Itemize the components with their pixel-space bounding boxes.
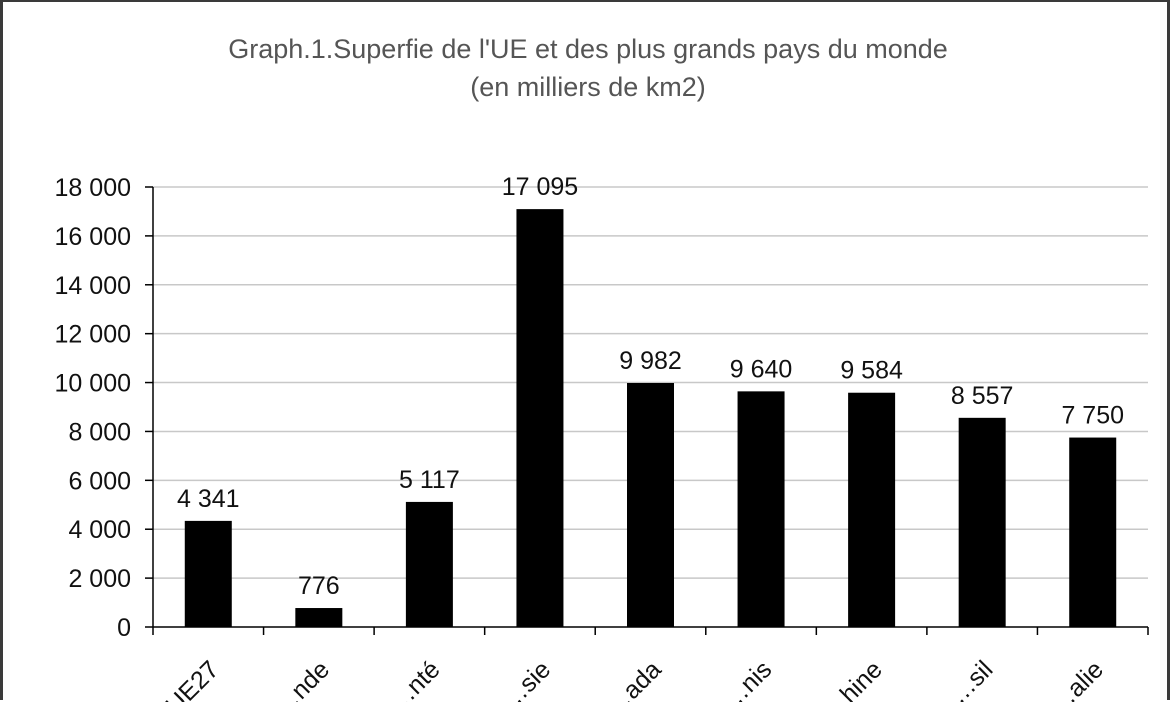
data-label: 5 117: [399, 466, 460, 494]
y-tick-label: 10 000: [55, 370, 131, 398]
data-label: 776: [298, 572, 340, 600]
y-tick-label: 12 000: [55, 321, 131, 349]
bar-chart: 0 2 000 4 000 6 000 8 000 10 000 12 000 14 000 1…: [55, 173, 1149, 702]
y-tick-label: 14 000: [55, 272, 131, 300]
data-label: 8 557: [951, 382, 1014, 410]
data-label: 4 341: [177, 485, 240, 513]
y-tick-label: 2 000: [68, 565, 131, 593]
bar: [405, 501, 453, 627]
category-label: …nté: [384, 655, 446, 702]
y-tick-label: 8 000: [68, 418, 131, 446]
category-label: …nde: [268, 655, 335, 702]
category-label: …ada: [600, 655, 667, 702]
category-label: …sil: [944, 655, 998, 702]
y-tick-label: 0: [117, 614, 131, 642]
data-label: 17 095: [502, 173, 578, 201]
y-tick-label: 6 000: [68, 467, 131, 495]
bar: [516, 209, 564, 627]
bar: [184, 520, 232, 627]
data-label: 7 750: [1061, 402, 1124, 430]
category-label: …sie: [496, 655, 556, 702]
bar: [958, 417, 1006, 627]
y-tick-label: 4 000: [68, 516, 131, 544]
category-label: …alie: [1044, 655, 1109, 702]
y-tick-label: 18 000: [55, 174, 131, 202]
chart-title-line: Graph.1.Superfie de l'UE et des plus gra…: [228, 34, 948, 64]
chart-subtitle: (en milliers de km2): [470, 72, 706, 102]
data-label: 9 982: [619, 347, 682, 375]
y-tick-label: 16 000: [55, 223, 131, 251]
category-label: UE27: [160, 655, 224, 702]
bar: [295, 608, 343, 627]
bar: [848, 392, 896, 627]
bar: [737, 391, 785, 627]
chart-title: Graph.1.Superfie de l'UE et des plus gra…: [3, 30, 1170, 106]
category-label: …hine: [817, 655, 888, 702]
category-label: …nis: [717, 655, 777, 702]
bars: [184, 209, 1117, 627]
data-label: 9 640: [730, 355, 793, 383]
bar: [1069, 437, 1117, 627]
bar: [627, 382, 674, 627]
data-label: 9 584: [840, 357, 903, 385]
